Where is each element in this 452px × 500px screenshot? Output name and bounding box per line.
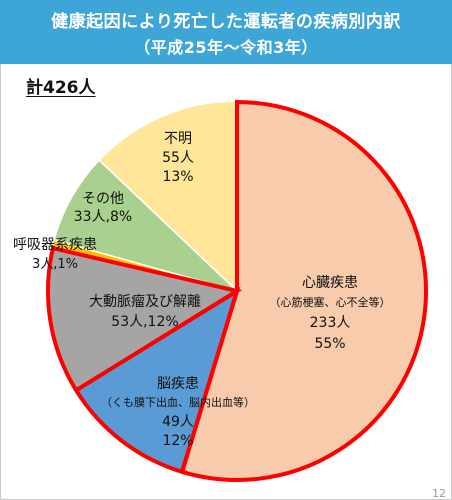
pie-slices <box>46 100 428 482</box>
label-unknown-count-label: 55人 <box>162 150 194 166</box>
label-heart-pct-label: 55% <box>314 336 345 352</box>
highlight-outline-heart <box>179 99 428 482</box>
label-respiratory-count-label: 3人,1% <box>32 257 78 272</box>
label-unknown-pct-label: 13% <box>162 169 193 185</box>
label-other-count-label: 33人,8% <box>74 209 132 225</box>
pie-slice-other <box>53 159 238 292</box>
page-number: 12 <box>432 487 446 500</box>
chart-subtitle: （平成25年～令和3年） <box>134 38 318 57</box>
pie-slice-unknown <box>98 100 238 293</box>
label-heart-sub: （心筋梗塞、心不全等） <box>270 295 391 309</box>
total-label: 計426人 <box>26 78 96 98</box>
label-respiratory-name: 呼吸器系疾患 <box>13 237 97 253</box>
label-aorta-count-label: 53人,12% <box>111 314 178 330</box>
label-aorta-name: 大動脈瘤及び解離 <box>89 293 201 310</box>
highlight-outline-aorta <box>46 245 243 394</box>
label-brain-count-label: 49人 <box>162 414 194 430</box>
label-unknown-name: 不明 <box>164 131 192 147</box>
label-brain-sub: （くも膜下出血、脳内出血等） <box>101 395 255 409</box>
label-brain-pct-label: 12% <box>162 433 193 449</box>
title-bar: 健康起因により死亡した運転者の疾病別内訳 （平成25年～令和3年） <box>0 0 452 64</box>
chart-title: 健康起因により死亡した運転者の疾病別内訳 <box>51 12 401 32</box>
label-heart-count-label: 233人 <box>310 315 351 331</box>
highlight-outlines <box>46 99 428 482</box>
slice-labels: 心臓疾患 （心筋梗塞、心不全等） 233人 55% 脳疾患 （くも膜下出血、脳内出血等） 4… <box>13 131 391 449</box>
label-brain-name: 脳疾患 <box>157 376 199 392</box>
highlight-outline-brain <box>73 286 241 475</box>
label-heart-name: 心臓疾患 <box>302 275 358 291</box>
label-other-name: その他 <box>82 191 124 207</box>
